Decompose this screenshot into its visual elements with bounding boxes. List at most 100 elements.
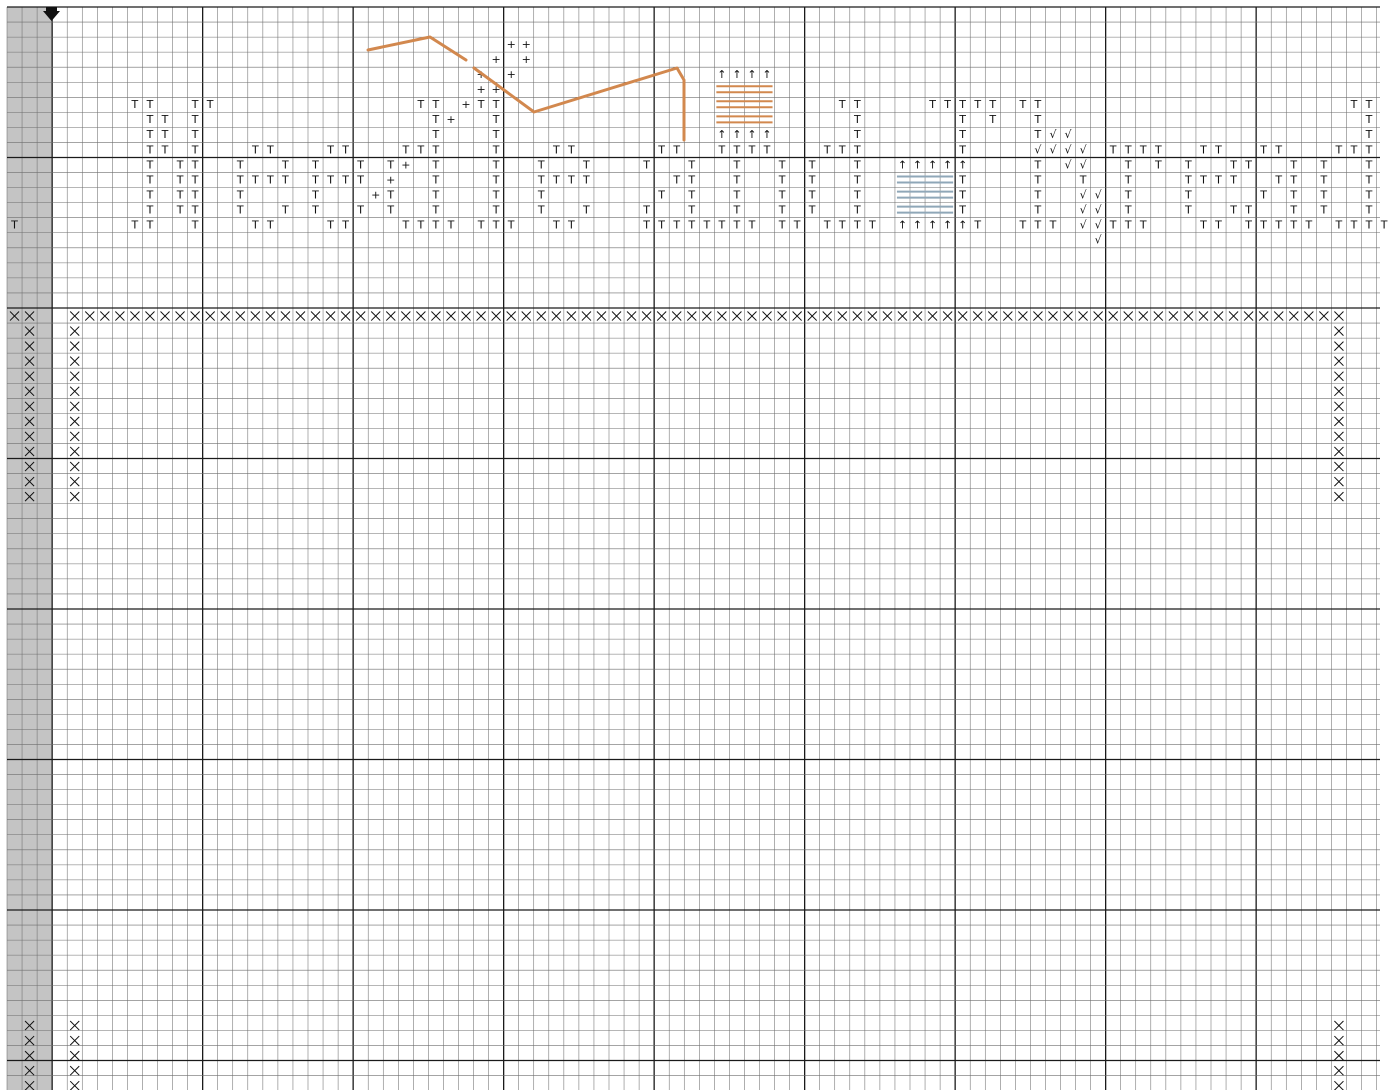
stitch-symbol-t: T [672, 173, 680, 186]
stitch-symbol-t: T [582, 158, 590, 171]
stitch-symbol-t: T [1365, 143, 1373, 156]
cross-stitch-x-icon [69, 371, 80, 382]
cross-stitch-x-icon [69, 311, 80, 321]
cross-stitch-x-icon [24, 326, 35, 336]
cross-stitch-x-icon [24, 1080, 35, 1090]
stitch-symbol-t: T [401, 219, 409, 232]
stitch-symbol-t: T [988, 98, 996, 111]
stitch-symbol-plus: + [401, 158, 410, 171]
cross-stitch-x-icon [69, 401, 80, 412]
cross-stitch-x-icon [280, 311, 291, 321]
cross-stitch-x-icon [536, 311, 547, 321]
stitch-symbol-arrow: ↑ [717, 68, 726, 81]
cross-stitch-x-icon [1108, 311, 1119, 321]
cross-stitch-x-icon [114, 311, 125, 321]
stitch-symbol-t: T [417, 98, 425, 111]
cross-stitch-x-icon [1258, 311, 1269, 321]
cross-stitch-x-icon [1033, 311, 1043, 321]
cross-stitch-x-icon [220, 311, 231, 321]
cross-stitch-x-icon [1273, 311, 1284, 321]
cross-stitch-x-icon [1334, 431, 1344, 442]
stitch-symbol-t: T [281, 203, 289, 216]
stitch-symbol-t: T [176, 188, 184, 201]
cross-stitch-x-icon [867, 311, 878, 321]
stitch-symbol-t: T [853, 173, 861, 186]
stitch-symbol-t: T [1034, 188, 1042, 201]
stitch-symbol-t: T [1259, 143, 1267, 156]
cross-stitch-x-icon [24, 1020, 35, 1031]
stitch-symbol-t: T [958, 173, 966, 186]
stitch-symbol-t: T [1350, 98, 1358, 111]
stitch-symbol-check: √ [1095, 219, 1103, 232]
stitch-symbol-t: T [1320, 173, 1328, 186]
cross-stitch-x-icon [24, 401, 35, 412]
cross-stitch-x-icon [1334, 311, 1344, 321]
stitch-symbol-t: T [1184, 158, 1192, 171]
cross-stitch-x-icon [1334, 1020, 1344, 1031]
row-header-column [7, 7, 52, 1090]
stitch-symbol-t: T [432, 219, 440, 232]
stitch-symbol-t: T [1365, 113, 1373, 126]
stitch-symbol-t: T [552, 219, 560, 232]
stitch-symbol-t: T [1350, 143, 1358, 156]
cross-stitch-x-icon [1153, 311, 1164, 321]
cross-stitch-x-icon [190, 311, 201, 321]
stitch-symbol-t: T [281, 173, 289, 186]
stitch-symbol-check: √ [1080, 188, 1088, 201]
cross-stitch-x-icon [762, 311, 772, 321]
stitch-symbol-arrow: ↑ [913, 219, 922, 232]
stitch-symbol-t: T [281, 158, 289, 171]
stitch-symbol-t: T [146, 173, 154, 186]
cross-stitch-x-icon [491, 311, 502, 321]
stitch-symbol-check: √ [1095, 203, 1103, 216]
stitch-symbol-t: T [1139, 219, 1147, 232]
stitch-symbol-t: T [943, 98, 951, 111]
stitch-symbol-t: T [838, 219, 846, 232]
stitch-symbol-t: T [477, 98, 485, 111]
stitch-symbol-arrow: ↑ [898, 219, 907, 232]
stitch-symbol-t: T [853, 128, 861, 141]
stitch-symbol-t: T [567, 219, 575, 232]
stitch-symbol-t: T [973, 98, 981, 111]
stitch-symbol-t: T [808, 188, 816, 201]
cross-stitch-x-icon [777, 311, 787, 321]
cross-stitch-x-icon [24, 1035, 35, 1046]
stitch-symbol-t: T [1365, 188, 1373, 201]
stitch-symbol-t: T [1124, 203, 1132, 216]
cross-stitch-x-icon [882, 311, 893, 321]
stitch-symbol-t: T [432, 143, 440, 156]
stitch-symbol-t: T [1034, 203, 1042, 216]
stitch-symbol-t: T [191, 143, 199, 156]
stitch-symbol-t: T [988, 113, 996, 126]
stitch-symbol-t: T [1365, 98, 1373, 111]
stitch-symbol-t: T [823, 143, 831, 156]
stitch-symbol-t: T [567, 143, 575, 156]
stitch-symbol-t: T [1214, 173, 1222, 186]
stitch-symbol-t: T [687, 188, 695, 201]
stitch-symbol-t: T [146, 113, 154, 126]
stitch-symbol-t: T [687, 173, 695, 186]
cross-stitch-x-icon [656, 311, 667, 321]
stitch-symbol-t: T [131, 219, 139, 232]
stitch-symbol-t: T [733, 158, 741, 171]
stitch-symbol-t: T [146, 128, 154, 141]
cross-stitch-x-icon [24, 371, 35, 382]
cross-stitch-x-icon [641, 311, 652, 321]
cross-stitch-x-icon [822, 311, 833, 321]
stitch-symbol-t: T [1139, 143, 1147, 156]
stitch-symbol-t: T [838, 98, 846, 111]
stitch-symbol-t: T [146, 188, 154, 201]
stitch-symbol-t: T [1244, 158, 1252, 171]
cross-stitch-x-icon [852, 311, 863, 321]
stitch-symbol-t: T [1034, 113, 1042, 126]
stitch-symbol-t: T [868, 219, 876, 232]
cross-stitch-x-icon [84, 311, 95, 321]
cross-stitch-x-icon [24, 1065, 35, 1076]
stitch-symbol-t: T [823, 219, 831, 232]
cross-stitch-x-icon [716, 311, 727, 321]
stitch-symbol-t: T [1365, 173, 1373, 186]
stitch-symbol-t: T [733, 188, 741, 201]
down-arrow-marker-icon[interactable] [43, 7, 60, 21]
